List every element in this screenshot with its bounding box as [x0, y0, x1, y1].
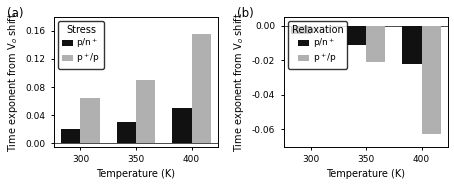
Bar [192, 34, 211, 143]
Text: (a): (a) [7, 7, 24, 20]
Y-axis label: Time exponent from V$_o$ shift: Time exponent from V$_o$ shift [5, 12, 20, 152]
Bar [61, 129, 80, 143]
X-axis label: Temperature (K): Temperature (K) [326, 169, 405, 179]
Y-axis label: Time exponent from V$_o$ shift: Time exponent from V$_o$ shift [232, 12, 247, 152]
Bar [311, 26, 330, 31]
Bar [346, 26, 366, 45]
Bar [421, 26, 441, 134]
X-axis label: Temperature (K): Temperature (K) [97, 169, 176, 179]
Legend: p/n$^+$, p$^+$/p: p/n$^+$, p$^+$/p [288, 21, 347, 69]
Text: (b): (b) [237, 7, 254, 20]
Bar [291, 26, 311, 34]
Legend: p/n$^+$, p$^+$/p: p/n$^+$, p$^+$/p [58, 21, 104, 69]
Bar [80, 97, 100, 143]
Bar [136, 80, 155, 143]
Bar [366, 26, 385, 62]
Bar [117, 122, 136, 143]
Bar [402, 26, 421, 64]
Bar [172, 108, 192, 143]
